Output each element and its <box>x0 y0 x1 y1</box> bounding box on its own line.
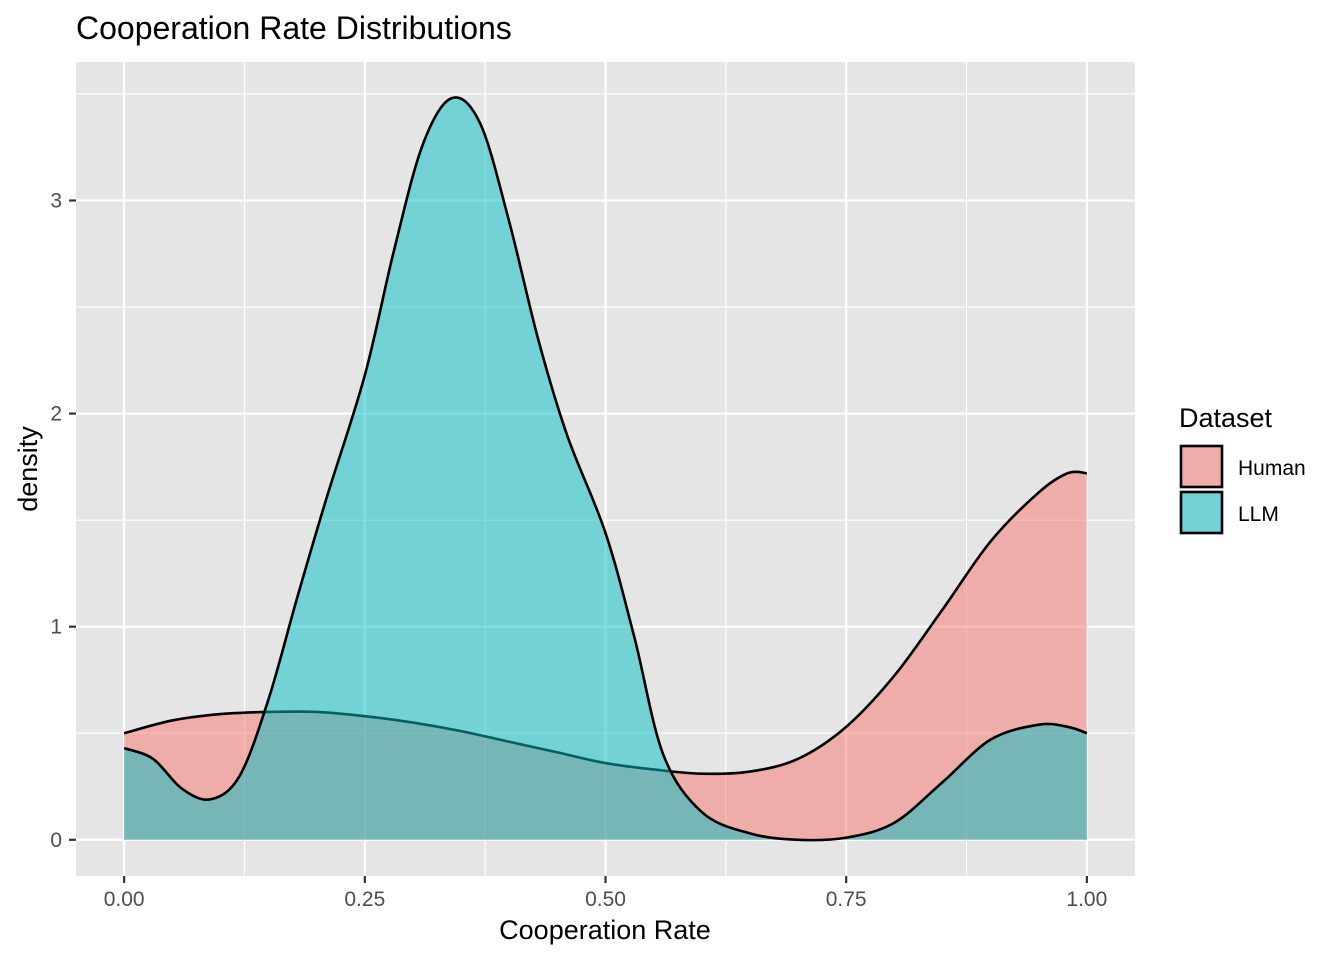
y-tick-label: 3 <box>50 190 62 213</box>
x-tick-label: 0.75 <box>826 888 867 911</box>
x-tick-label: 0.00 <box>104 888 145 911</box>
y-tick-label: 1 <box>50 616 62 639</box>
llm-density-outline <box>123 96 1088 842</box>
llm-density-area <box>124 97 1087 841</box>
legend-key-llm <box>1179 490 1224 535</box>
legend-key-human <box>1179 444 1224 489</box>
x-tick-label: 1.00 <box>1066 888 1107 911</box>
x-tick-label: 0.25 <box>344 888 385 911</box>
x-tick-label: 0.50 <box>585 888 626 911</box>
legend-label-human: Human <box>1238 457 1306 480</box>
y-axis-title: density <box>13 426 43 512</box>
density-series <box>123 96 1088 842</box>
x-axis: 0.00 0.25 0.50 0.75 1.00 <box>104 876 1107 911</box>
legend-label-llm: LLM <box>1238 503 1279 526</box>
y-tick-label: 2 <box>50 403 62 426</box>
x-axis-title: Cooperation Rate <box>499 915 711 945</box>
y-axis: 0 1 2 3 <box>50 190 76 852</box>
legend-title: Dataset <box>1179 403 1273 433</box>
legend: Dataset Human LLM <box>1179 403 1306 535</box>
chart-title: Cooperation Rate Distributions <box>76 10 512 46</box>
y-tick-label: 0 <box>50 829 62 852</box>
